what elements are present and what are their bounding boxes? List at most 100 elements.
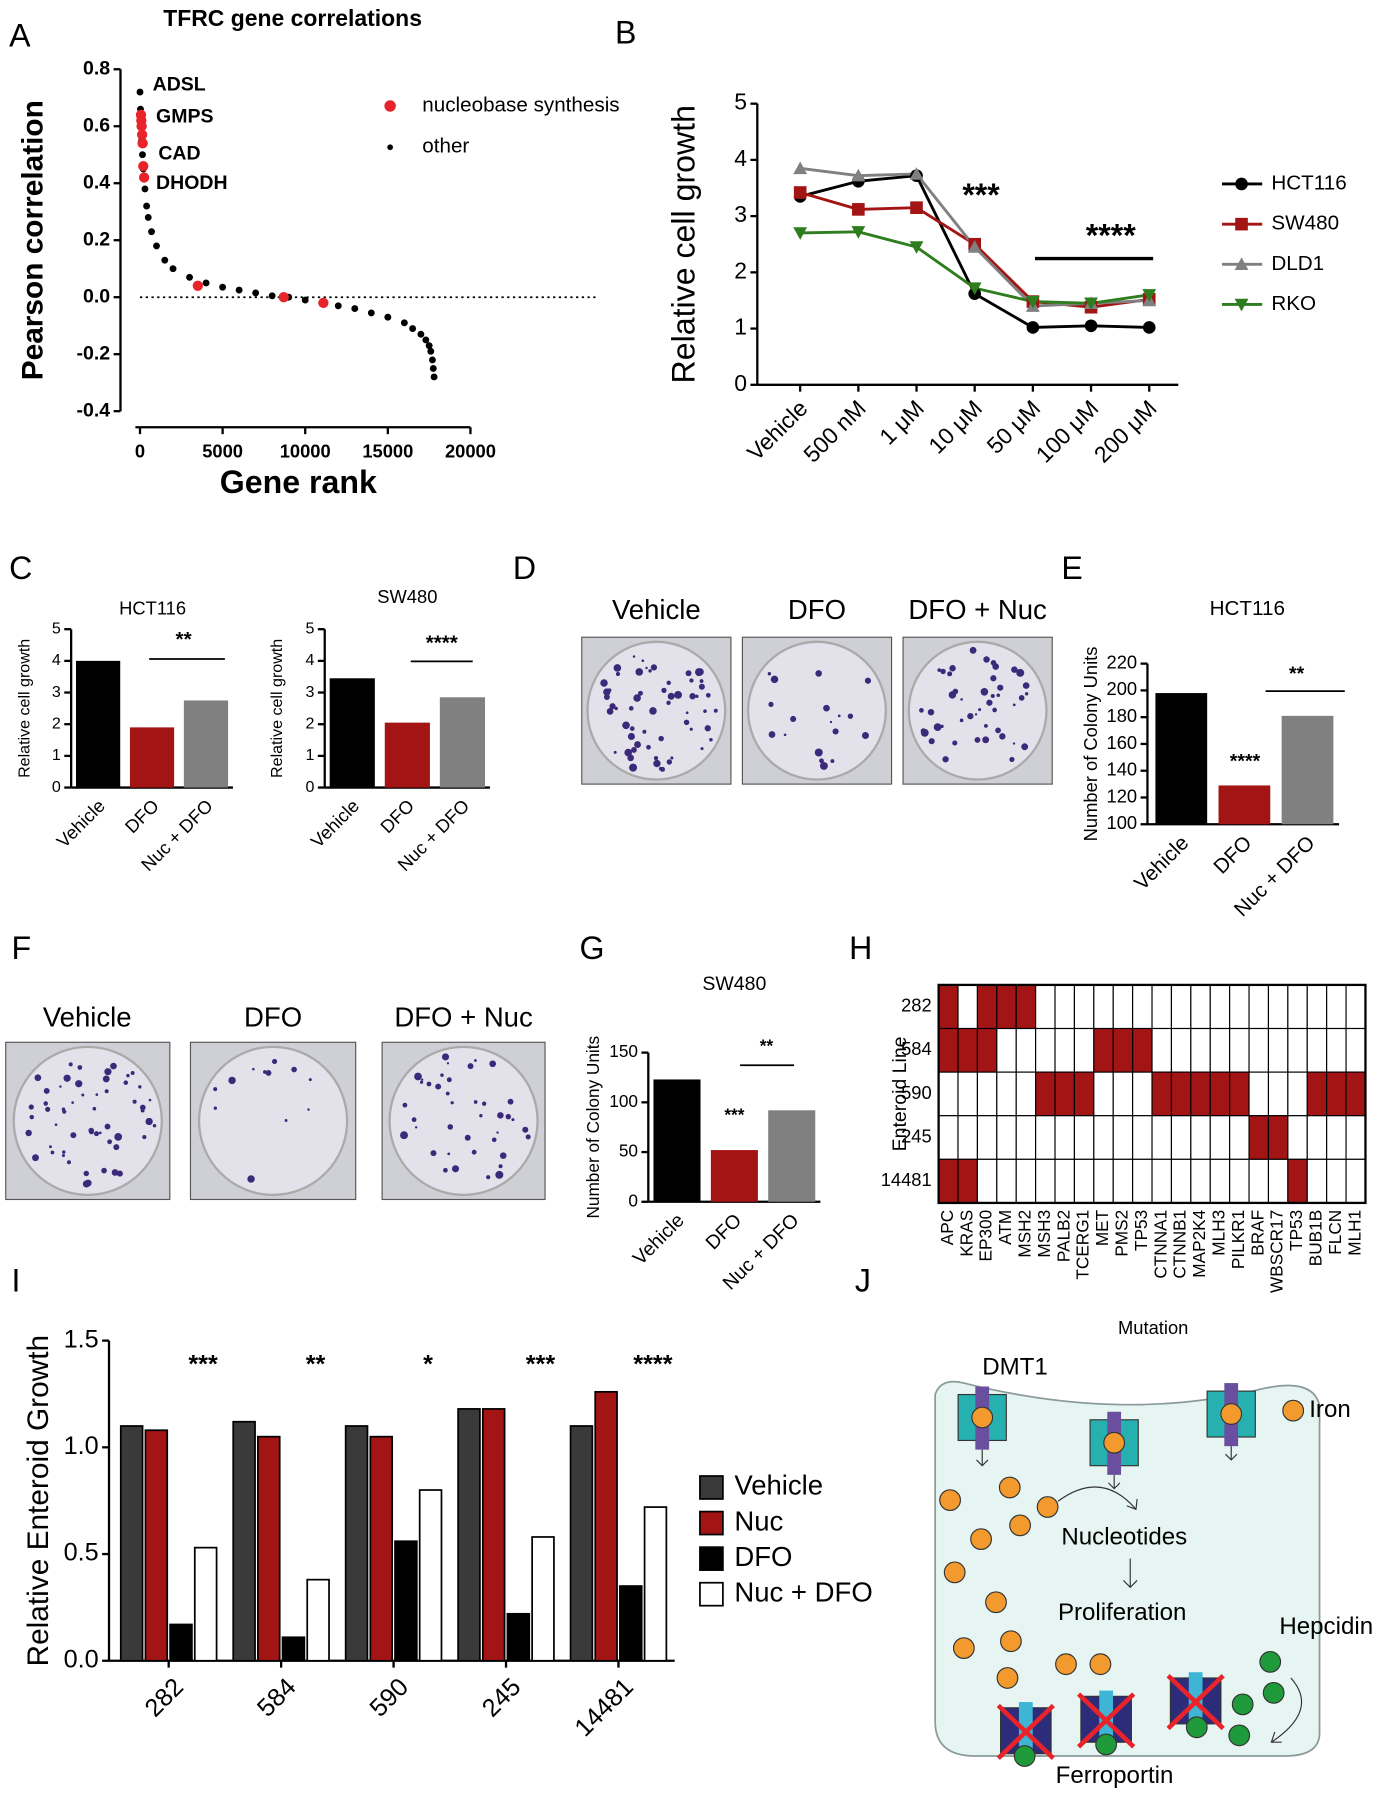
legend-label: RKO bbox=[1271, 292, 1316, 315]
x-tick-label: 500 nM bbox=[798, 395, 870, 467]
y-tick-label: 200 bbox=[1107, 678, 1138, 699]
bar bbox=[1155, 693, 1208, 825]
colony bbox=[947, 671, 953, 677]
marker bbox=[1025, 295, 1040, 309]
colony bbox=[1012, 703, 1016, 707]
panel-letter: B bbox=[615, 14, 636, 50]
bar bbox=[306, 1578, 330, 1662]
cell bbox=[1132, 1071, 1153, 1117]
diagram-label: DMT1 bbox=[982, 1354, 1048, 1381]
cell bbox=[1248, 1027, 1270, 1073]
colony bbox=[66, 1160, 71, 1165]
point bbox=[425, 342, 433, 350]
chart-title: HCT116 bbox=[119, 598, 186, 619]
chart-title: TFRC gene correlations bbox=[163, 5, 422, 31]
cell bbox=[1112, 1071, 1134, 1117]
colony bbox=[45, 1106, 51, 1112]
colony bbox=[638, 690, 643, 696]
colony bbox=[414, 1072, 422, 1081]
chart-title: HCT116 bbox=[1210, 597, 1285, 620]
plate bbox=[197, 1045, 349, 1197]
colony bbox=[661, 687, 667, 693]
cell bbox=[976, 1027, 998, 1073]
heatmap-frame bbox=[937, 983, 1367, 1205]
colony bbox=[474, 1059, 477, 1062]
cell bbox=[1287, 1115, 1308, 1160]
colony bbox=[768, 731, 776, 738]
x-tick-label: 590 bbox=[364, 1673, 414, 1723]
colony bbox=[123, 1080, 129, 1085]
colony bbox=[992, 707, 997, 713]
colony bbox=[498, 1164, 503, 1169]
cell bbox=[1229, 1158, 1250, 1204]
cell bbox=[1093, 984, 1114, 1030]
cell bbox=[938, 1027, 959, 1073]
cell bbox=[1132, 984, 1153, 1030]
y-tick-label: 4 bbox=[734, 145, 747, 171]
x-tick-label: DFO bbox=[701, 1209, 746, 1254]
colony bbox=[622, 721, 630, 730]
legend-swatch bbox=[699, 1475, 724, 1500]
point bbox=[427, 347, 435, 355]
colony bbox=[685, 670, 692, 677]
y-tick-label: -0.2 bbox=[77, 342, 111, 364]
legend-label: HCT116 bbox=[1271, 171, 1346, 194]
cell bbox=[996, 1027, 1017, 1073]
y-tick-label: 0.6 bbox=[83, 114, 110, 136]
colony bbox=[132, 1099, 137, 1104]
bar bbox=[481, 1408, 506, 1662]
colony bbox=[646, 744, 651, 750]
colony bbox=[653, 755, 659, 761]
cell bbox=[1306, 1071, 1328, 1117]
colony bbox=[629, 763, 638, 772]
colony bbox=[790, 715, 797, 723]
cell bbox=[1073, 1158, 1095, 1204]
colony bbox=[114, 1133, 123, 1141]
column-label: MAP2K4 bbox=[1189, 1209, 1209, 1277]
cell bbox=[1035, 1027, 1056, 1073]
colony bbox=[139, 1104, 146, 1111]
colony bbox=[140, 1108, 145, 1113]
colony bbox=[986, 699, 993, 706]
column-label: TP53 bbox=[1131, 1210, 1151, 1251]
colony bbox=[1009, 756, 1015, 763]
colony bbox=[600, 679, 608, 687]
plate bbox=[907, 640, 1048, 781]
x-tick-label: 1 μM bbox=[874, 395, 929, 450]
bar bbox=[257, 1435, 281, 1662]
colony bbox=[641, 659, 645, 663]
colony bbox=[467, 1063, 474, 1070]
y-axis-label: Relative cell growth bbox=[666, 105, 702, 383]
cell bbox=[1093, 1071, 1114, 1117]
legend-label: DLD1 bbox=[1271, 252, 1324, 275]
y-tick-label: 5 bbox=[305, 619, 314, 637]
cell bbox=[1345, 1158, 1367, 1204]
x-tick-label: DFO bbox=[1209, 831, 1256, 878]
y-tick-label: 4 bbox=[305, 651, 314, 669]
colony bbox=[499, 1152, 507, 1159]
annotation: ** bbox=[1289, 663, 1305, 685]
colony bbox=[95, 1093, 99, 1096]
cell bbox=[1326, 1115, 1347, 1160]
photo-label: Vehicle bbox=[612, 594, 701, 625]
y-tick-label: 1 bbox=[734, 314, 747, 340]
point bbox=[153, 242, 160, 250]
cell bbox=[1073, 1071, 1095, 1117]
colony bbox=[770, 675, 779, 684]
colony bbox=[919, 708, 924, 713]
y-axis-label: Relative cell growth bbox=[268, 639, 286, 778]
cell bbox=[1054, 1027, 1076, 1073]
colony bbox=[967, 713, 974, 720]
y-tick-label: 220 bbox=[1107, 651, 1138, 672]
panel-letter: F bbox=[11, 930, 31, 966]
colony bbox=[148, 1098, 152, 1102]
colony bbox=[426, 1081, 432, 1087]
marker bbox=[1084, 297, 1098, 311]
colony bbox=[522, 1126, 529, 1133]
point bbox=[143, 202, 151, 210]
point bbox=[202, 279, 210, 287]
cell bbox=[1229, 1115, 1250, 1160]
bar bbox=[329, 678, 375, 788]
cell bbox=[1132, 1115, 1153, 1160]
y-tick-label: 1.5 bbox=[64, 1325, 99, 1353]
